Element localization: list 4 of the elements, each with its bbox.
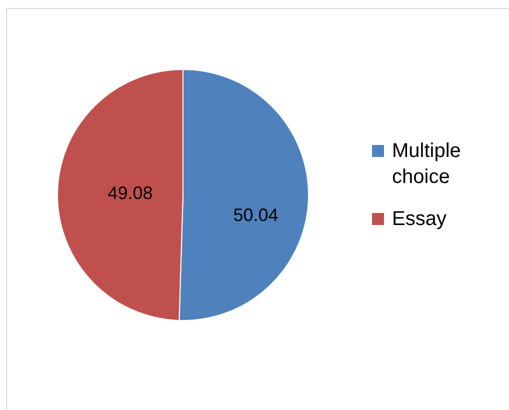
data-label: 49.08 xyxy=(108,183,153,204)
legend-label: Essay xyxy=(392,207,448,232)
legend-label: Multiple choice xyxy=(392,139,462,190)
data-label: 50.04 xyxy=(233,204,278,225)
